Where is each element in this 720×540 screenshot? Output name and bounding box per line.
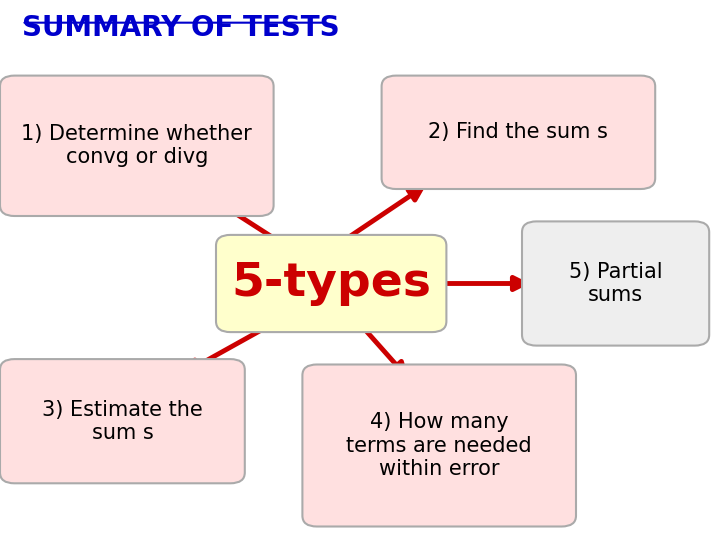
FancyBboxPatch shape xyxy=(216,235,446,332)
Text: 4) How many
terms are needed
within error: 4) How many terms are needed within erro… xyxy=(346,413,532,478)
Text: 3) Estimate the
sum s: 3) Estimate the sum s xyxy=(42,400,203,443)
Text: 2) Find the sum s: 2) Find the sum s xyxy=(428,122,608,143)
FancyBboxPatch shape xyxy=(0,359,245,483)
FancyBboxPatch shape xyxy=(522,221,709,346)
FancyBboxPatch shape xyxy=(382,76,655,189)
Text: 5-types: 5-types xyxy=(231,261,431,306)
FancyBboxPatch shape xyxy=(302,364,576,526)
Text: 5) Partial
sums: 5) Partial sums xyxy=(569,262,662,305)
Text: SUMMARY OF TESTS: SUMMARY OF TESTS xyxy=(22,14,339,42)
FancyBboxPatch shape xyxy=(0,76,274,216)
Text: 1) Determine whether
convg or divg: 1) Determine whether convg or divg xyxy=(22,124,252,167)
